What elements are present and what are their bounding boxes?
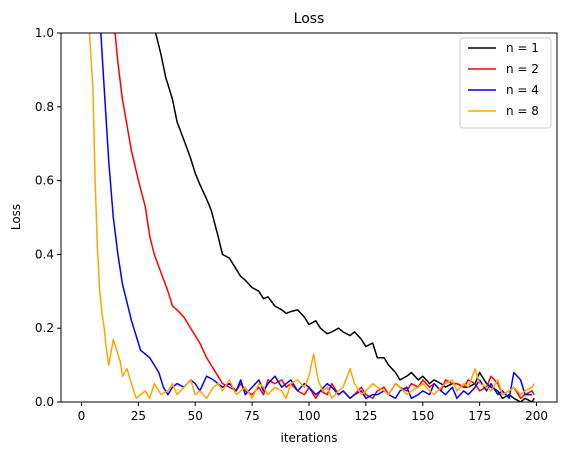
x-tick-label: 0 [78,409,86,423]
x-tick-label: 100 [298,409,321,423]
x-tick-label: 25 [131,409,146,423]
series-layer [88,33,535,402]
legend-label: n = 8 [506,104,539,118]
y-tick-label: 0.2 [35,321,54,335]
x-tick-label: 150 [411,409,434,423]
legend: n = 1 n = 2 n = 4 n = 8 [459,37,552,129]
series-line-n4 [100,33,532,400]
legend-label: n = 1 [506,41,539,55]
series-line-n2 [114,33,535,400]
chart-title: Loss [294,11,325,27]
y-axis-label: Loss [9,204,23,230]
y-tick-label: 0.6 [35,174,54,188]
x-tick-label: 75 [244,409,259,423]
series-line-n1 [154,33,535,402]
legend-label: n = 4 [506,83,539,97]
y-axis-ticks: 0.0 0.2 0.4 0.6 0.8 1.0 [35,26,61,409]
y-tick-label: 1.0 [35,26,54,40]
y-tick-label: 0.4 [35,247,54,261]
series-line-n8 [88,33,535,400]
x-tick-label: 125 [354,409,377,423]
y-tick-label: 0.0 [35,395,54,409]
x-axis-label: iterations [281,431,338,445]
x-axis-ticks: 0 25 50 75 100 125 150 175 200 [78,402,548,423]
y-tick-label: 0.8 [35,100,54,114]
legend-box [459,37,552,129]
legend-label: n = 2 [506,62,539,76]
x-tick-label: 175 [468,409,491,423]
x-tick-label: 200 [525,409,548,423]
x-tick-label: 50 [188,409,203,423]
